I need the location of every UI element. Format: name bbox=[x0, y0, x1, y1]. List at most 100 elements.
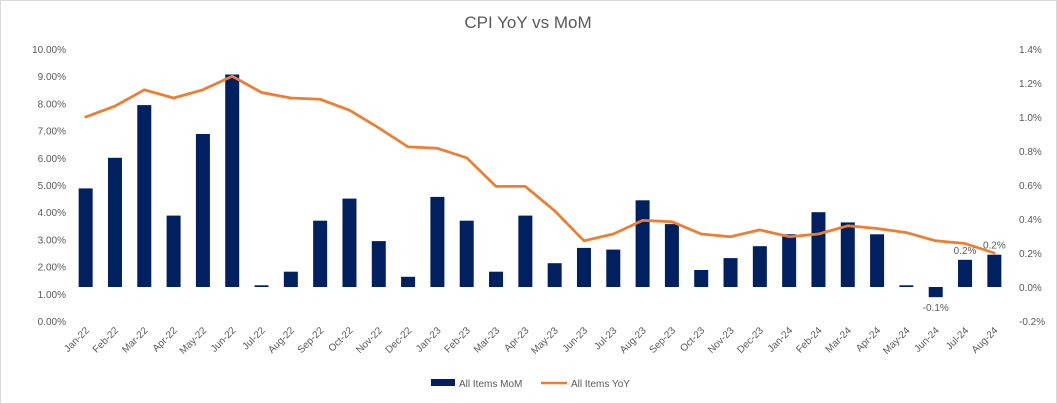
x-tick-label: Jun-24 bbox=[912, 325, 942, 355]
bar-mom bbox=[899, 285, 914, 287]
x-tick-label: May-22 bbox=[178, 325, 210, 357]
line-yoy bbox=[84, 74, 996, 255]
left-tick-label: 10.00% bbox=[32, 45, 66, 56]
bar-mom bbox=[459, 220, 474, 287]
left-tick-label: 2.00% bbox=[38, 263, 66, 274]
line-layer bbox=[84, 74, 996, 255]
x-tick-label: Nov-23 bbox=[706, 325, 737, 356]
bar-mom bbox=[166, 215, 181, 287]
right-tick-label: 1.0% bbox=[1019, 113, 1042, 124]
right-tick-label: 0.2% bbox=[1019, 249, 1042, 260]
legend: All Items MoM All Items YoY bbox=[431, 379, 630, 390]
x-tick-label: Jul-24 bbox=[944, 325, 971, 352]
left-tick-label: 4.00% bbox=[38, 208, 66, 219]
bar-mom bbox=[283, 271, 298, 287]
x-tick-label: Jul-22 bbox=[241, 325, 268, 352]
left-tick-label: 8.00% bbox=[38, 99, 66, 110]
x-tick-label: Feb-22 bbox=[91, 325, 121, 355]
x-tick-label: Apr-23 bbox=[502, 325, 531, 354]
bar-mom bbox=[137, 105, 152, 287]
right-tick-label: 1.2% bbox=[1019, 79, 1042, 90]
right-tick-label: 0.6% bbox=[1019, 181, 1042, 192]
bar-mom bbox=[254, 285, 269, 287]
chart-title: CPI YoY vs MoM bbox=[464, 13, 591, 32]
legend-label-yoy: All Items YoY bbox=[571, 379, 630, 390]
bar-mom bbox=[870, 234, 885, 287]
bar-mom bbox=[928, 287, 943, 298]
data-label: -0.1% bbox=[923, 303, 949, 314]
bar-mom bbox=[225, 74, 240, 287]
bar-mom bbox=[195, 134, 210, 287]
bar-mom bbox=[342, 198, 357, 287]
x-tick-label: Jan-23 bbox=[414, 325, 444, 355]
bar-mom bbox=[606, 249, 621, 287]
x-tick-label: Mar-22 bbox=[120, 325, 150, 355]
bar-mom bbox=[782, 234, 797, 287]
x-tick-label: Feb-24 bbox=[794, 325, 824, 355]
left-tick-label: 1.00% bbox=[38, 290, 66, 301]
bar-mom bbox=[664, 224, 679, 287]
bar-mom bbox=[547, 263, 562, 287]
x-tick-label: Dec-22 bbox=[384, 325, 415, 356]
bar-mom bbox=[723, 258, 738, 287]
x-tick-label: Apr-22 bbox=[151, 325, 180, 354]
x-tick-label: Sep-22 bbox=[296, 325, 327, 356]
bars-layer bbox=[78, 74, 1002, 298]
bar-mom bbox=[489, 271, 504, 287]
bar-mom bbox=[840, 222, 855, 287]
bar-mom bbox=[371, 241, 386, 287]
right-tick-label: 0.0% bbox=[1019, 283, 1042, 294]
x-tick-label: Feb-23 bbox=[443, 325, 473, 355]
legend-swatch-mom bbox=[431, 379, 455, 386]
left-tick-label: 6.00% bbox=[38, 154, 66, 165]
x-tick-label: Oct-23 bbox=[678, 325, 707, 354]
left-tick-label: 5.00% bbox=[38, 181, 66, 192]
right-tick-label: 0.4% bbox=[1019, 215, 1042, 226]
right-tick-label: 0.8% bbox=[1019, 147, 1042, 158]
left-tick-label: 9.00% bbox=[38, 72, 66, 83]
right-axis: -0.2% 0.0% 0.2% 0.4% 0.6% 0.8% 1.0% 1.2% 1.4% bbox=[1019, 45, 1045, 328]
x-tick-label: May-24 bbox=[881, 325, 913, 357]
bar-mom bbox=[694, 270, 709, 287]
bar-mom bbox=[811, 212, 826, 287]
x-tick-label: Aug-22 bbox=[266, 325, 297, 356]
legend-label-mom: All Items MoM bbox=[459, 379, 522, 390]
data-label: 0.2% bbox=[954, 246, 977, 257]
left-tick-label: 3.00% bbox=[38, 235, 66, 246]
x-tick-label: Mar-23 bbox=[472, 325, 502, 355]
left-tick-label: 7.00% bbox=[38, 127, 66, 138]
x-tick-label: Jun-23 bbox=[561, 325, 591, 355]
data-label: 0.2% bbox=[983, 241, 1006, 252]
x-tick-label: Mar-24 bbox=[824, 325, 854, 355]
x-tick-label: Nov-22 bbox=[354, 325, 385, 356]
x-tick-label: Jan-24 bbox=[766, 325, 796, 355]
right-tick-label: -0.2% bbox=[1019, 317, 1045, 328]
bar-mom bbox=[958, 259, 973, 287]
bar-mom bbox=[107, 157, 122, 287]
bar-mom bbox=[313, 220, 328, 287]
x-tick-label: Aug-24 bbox=[970, 325, 1001, 356]
x-tick-label: Jan-22 bbox=[62, 325, 92, 355]
bar-mom bbox=[987, 254, 1002, 287]
x-tick-label: Oct-22 bbox=[327, 325, 356, 354]
bar-mom bbox=[518, 215, 533, 287]
left-tick-label: 0.00% bbox=[38, 317, 66, 328]
x-tick-label: Aug-23 bbox=[618, 325, 649, 356]
bar-mom bbox=[401, 276, 416, 287]
bar-mom bbox=[78, 188, 93, 287]
x-tick-label: Sep-23 bbox=[647, 325, 678, 356]
x-tick-label: Dec-23 bbox=[735, 325, 766, 356]
bar-mom bbox=[430, 196, 445, 287]
bar-mom bbox=[576, 247, 591, 287]
x-tick-label: Jul-23 bbox=[592, 325, 619, 352]
data-labels: -0.1% 0.2% 0.2% bbox=[923, 241, 1006, 315]
x-tick-label: May-23 bbox=[529, 325, 561, 357]
x-tick-label: Apr-24 bbox=[854, 325, 883, 354]
right-tick-label: 1.4% bbox=[1019, 45, 1042, 56]
bar-mom bbox=[635, 200, 650, 287]
bar-mom bbox=[752, 246, 767, 287]
left-axis: 0.00% 1.00% 2.00% 3.00% 4.00% 5.00% 6.00% 7.00%… bbox=[32, 45, 66, 328]
